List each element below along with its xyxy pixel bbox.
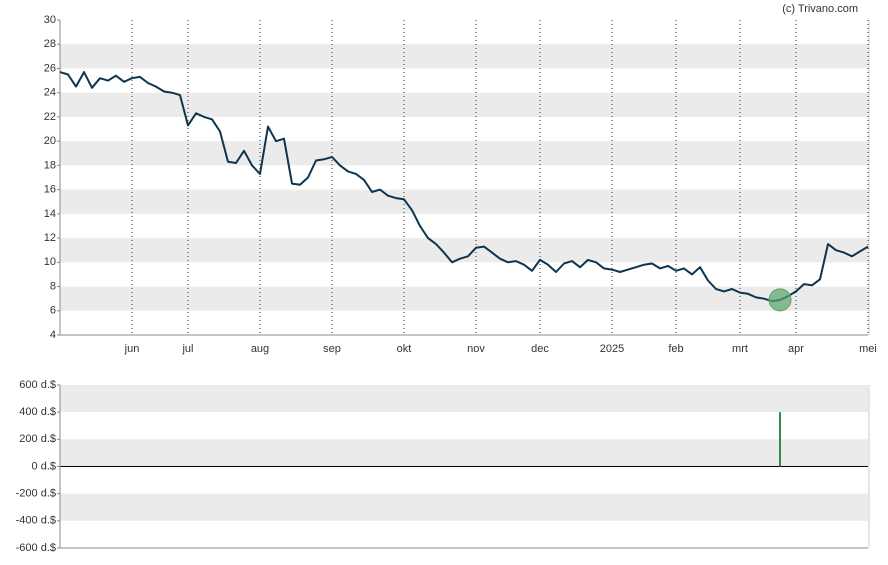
y-tick-label: 28	[44, 38, 56, 50]
x-tick-label: dec	[531, 343, 549, 355]
y-tick-label: 600 d.$	[19, 379, 56, 391]
x-tick-label: okt	[397, 343, 412, 355]
y-tick-label: 10	[44, 256, 56, 268]
grid-band	[60, 141, 868, 166]
y-tick-label: 22	[44, 111, 56, 123]
x-tick-label: jul	[181, 343, 193, 355]
y-tick-label: 16	[44, 184, 56, 196]
y-tick-label: 30	[44, 14, 56, 26]
y-tick-label: -400 d.$	[16, 515, 56, 527]
y-tick-label: 24	[44, 87, 56, 99]
y-tick-label: 12	[44, 232, 56, 244]
credit: (c) Trivano.com	[782, 3, 858, 15]
x-tick-label: feb	[668, 343, 683, 355]
y-tick-label: 0 d.$	[32, 460, 56, 472]
y-tick-label: 20	[44, 135, 56, 147]
grid-band	[60, 189, 868, 214]
y-tick-label: 26	[44, 62, 56, 74]
grid-band	[60, 385, 868, 413]
grid-band	[60, 238, 868, 263]
y-tick-label: 400 d.$	[19, 406, 56, 418]
bar	[779, 412, 781, 467]
x-tick-label: mrt	[732, 343, 748, 355]
y-tick-label: 14	[44, 208, 56, 220]
x-tick-label: 2025	[600, 343, 624, 355]
grid-band	[60, 493, 868, 521]
x-tick-label: aug	[251, 343, 269, 355]
y-tick-label: 8	[50, 280, 56, 292]
x-tick-label: jun	[124, 343, 140, 355]
y-tick-label: 4	[50, 329, 56, 341]
y-tick-label: 200 d.$	[19, 433, 56, 445]
x-tick-label: apr	[788, 343, 804, 355]
price-line	[59, 71, 869, 303]
y-tick-label: 6	[50, 305, 56, 317]
y-tick-label: -600 d.$	[16, 542, 56, 554]
x-tick-label: nov	[467, 343, 485, 355]
grid-band	[60, 92, 868, 117]
x-tick-label: mei	[859, 343, 877, 355]
highlight-marker	[768, 288, 792, 312]
grid-band	[60, 286, 868, 311]
y-tick-label: -200 d.$	[16, 488, 56, 500]
grid-band	[60, 44, 868, 69]
y-tick-label: 18	[44, 159, 56, 171]
grid-band	[60, 439, 868, 467]
x-tick-label: sep	[323, 343, 341, 355]
